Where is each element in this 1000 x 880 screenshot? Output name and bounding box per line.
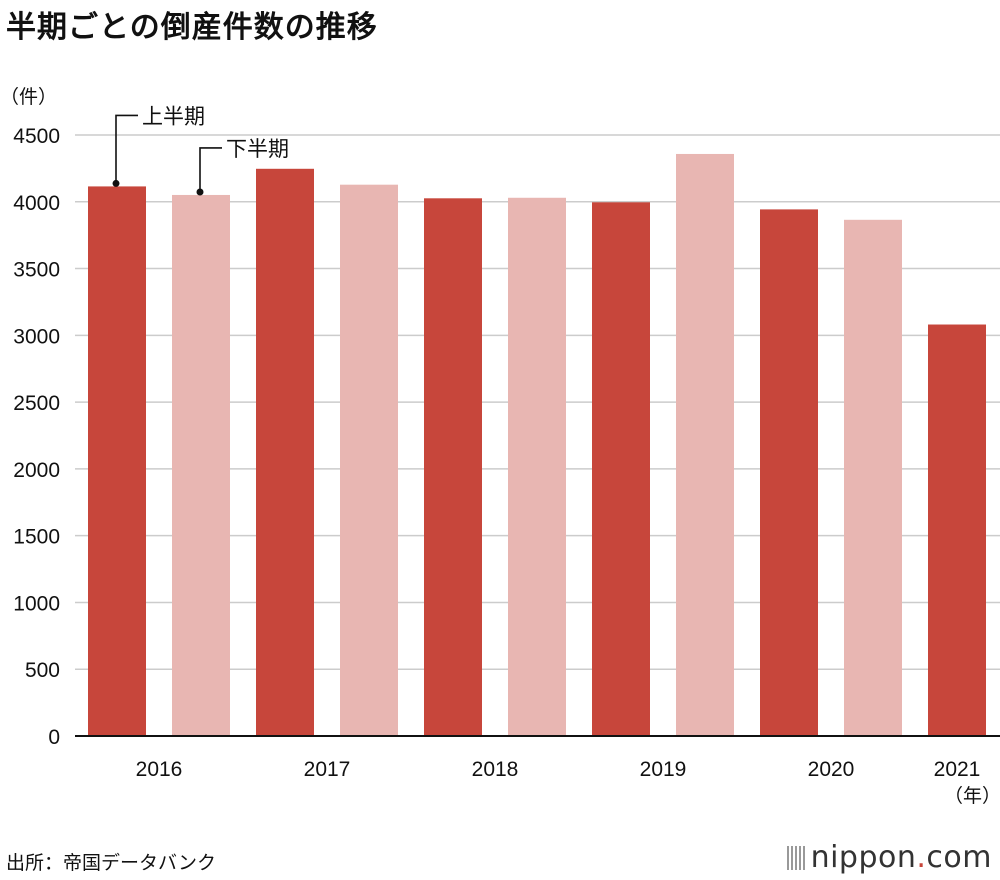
bar [508, 197, 566, 736]
x-tick-label: 2017 [304, 758, 351, 781]
y-tick-label: 500 [25, 659, 60, 682]
brand-name: nippon [810, 840, 917, 875]
legend-label: 上半期 [142, 104, 205, 128]
x-tick-label: 2020 [808, 758, 855, 781]
y-axis-unit-label: （件） [0, 86, 57, 108]
y-tick-label: 3000 [13, 325, 60, 348]
legend-label: 下半期 [226, 137, 289, 161]
legend-leader-line [115, 114, 138, 184]
x-tick-label: 2019 [640, 758, 687, 781]
y-tick-label: 1500 [13, 526, 60, 549]
brand-mark-icon [786, 846, 805, 870]
bar [424, 198, 482, 737]
chart-title: 半期ごとの倒産件数の推移 [6, 10, 378, 45]
x-tick-label: 2021 [934, 758, 981, 781]
bar [844, 219, 902, 736]
y-tick-labels: 0 500 1000 1500 2000 2500 3000 3500 4000 4500 [13, 125, 60, 749]
y-tick-label: 2000 [13, 459, 60, 482]
brand-dot: . [916, 840, 927, 875]
y-tick-label: 2500 [13, 392, 60, 415]
y-tick-label: 1000 [13, 592, 60, 615]
bar [676, 153, 734, 736]
bar [592, 202, 650, 736]
legend-leader-line [199, 147, 222, 192]
bar [928, 324, 986, 736]
bar [256, 168, 314, 736]
y-tick-label: 0 [48, 726, 60, 749]
bar [340, 184, 398, 736]
x-tick-labels: 2016 2017 2018 2019 2020 2021 [136, 758, 981, 781]
bar [760, 209, 818, 736]
source-note: 出所：帝国データバンク [6, 852, 216, 874]
y-tick-label: 4000 [13, 192, 60, 215]
bar [172, 194, 230, 737]
brand-logo[interactable]: nippon.com [786, 840, 992, 875]
x-tick-label: 2018 [472, 758, 519, 781]
bar [88, 186, 146, 736]
brand-tld: com [926, 840, 992, 875]
y-tick-label: 4500 [13, 125, 60, 148]
x-tick-label: 2016 [136, 758, 183, 781]
y-tick-label: 3500 [13, 259, 60, 282]
bars [88, 153, 986, 737]
x-axis-unit-label: （年） [944, 785, 1000, 807]
